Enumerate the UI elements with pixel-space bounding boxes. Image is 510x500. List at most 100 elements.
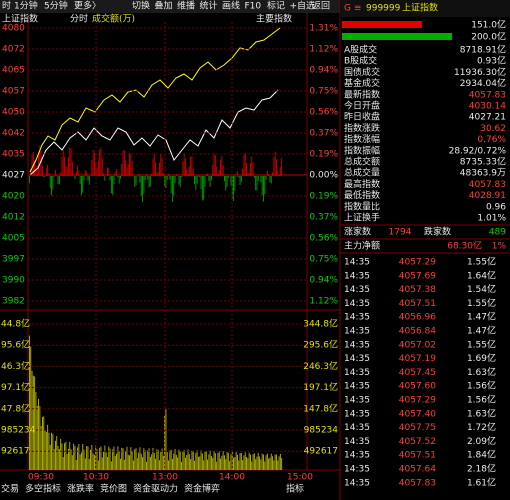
bottom-tab[interactable]: 资金驱动力 <box>133 483 178 495</box>
flow-bar <box>237 171 238 176</box>
price-label: 4065 <box>2 66 25 76</box>
flow-bar <box>107 167 108 176</box>
quote-value: 8718.91亿 <box>460 44 506 56</box>
index-line <box>29 27 281 173</box>
flow-bar <box>61 156 63 176</box>
volume-bar <box>75 459 77 470</box>
tick-price: 4057.52 <box>399 437 436 447</box>
chart-button[interactable]: 主要指数 <box>256 13 292 25</box>
flow-bar <box>252 162 254 176</box>
volume-bar <box>170 449 172 470</box>
bottom-tab[interactable]: 多空指标 <box>25 483 61 495</box>
flow-bar <box>256 176 258 191</box>
volume-label: 985234 <box>304 426 339 436</box>
volume-bar <box>131 450 133 470</box>
bottom-tab[interactable]: 竞价图 <box>100 483 127 495</box>
volume-bar <box>268 458 270 470</box>
volume-bar <box>123 459 125 470</box>
volume-bar <box>165 408 167 470</box>
volume-bar <box>221 455 223 470</box>
volume-bar <box>139 447 141 470</box>
toolbar-item[interactable]: 5分钟 <box>44 0 68 12</box>
volume-bar <box>116 453 117 470</box>
flow-bar <box>100 147 102 176</box>
quote-label: 基金成交 <box>344 77 380 89</box>
volume-bar <box>148 448 150 470</box>
flow-bar <box>74 176 76 180</box>
toolbar-item[interactable]: 1分钟 <box>14 0 38 12</box>
toolbar-item[interactable]: 更多〉 <box>74 0 101 12</box>
toolbar-button[interactable]: 维播 <box>177 0 195 12</box>
tick-price: 4057.29 <box>399 396 436 406</box>
flow-bar <box>82 176 84 193</box>
volume-bar <box>69 441 71 470</box>
volume-bar <box>96 449 98 470</box>
volume-label: 95.6亿 <box>1 339 30 351</box>
price-label: 4035 <box>2 150 25 160</box>
flow-bar <box>116 169 117 176</box>
flow-bar <box>36 165 38 176</box>
bottom-tab[interactable]: 指标 <box>286 483 304 495</box>
chart-mode[interactable]: 分时 <box>70 13 88 25</box>
toolbar-button[interactable]: F10 <box>245 2 262 12</box>
flow-bar <box>270 176 272 184</box>
bottom-tab[interactable]: 资金博弈 <box>184 483 220 495</box>
volume-bar <box>246 457 247 470</box>
volume-bar <box>174 448 176 470</box>
flow-bar <box>32 151 34 176</box>
toolbar-button[interactable]: 统计 <box>200 0 218 12</box>
volume-bar <box>259 456 260 470</box>
volume-bar <box>120 458 121 470</box>
flow-bar <box>192 168 194 176</box>
flow-bar <box>251 156 253 176</box>
flow-bar <box>224 176 225 182</box>
flow-bar <box>121 163 123 176</box>
flow-bar <box>39 145 41 176</box>
time-label: 14:00 <box>219 473 245 483</box>
quote-label: 指数涨跌 <box>344 122 380 134</box>
tick-time: 14:35 <box>344 340 370 350</box>
flow-bar <box>247 172 249 176</box>
volume-bar <box>134 449 136 470</box>
volume-label: 344.8亿 <box>303 318 338 330</box>
toolbar-item[interactable]: 时 <box>2 0 11 12</box>
volume-bar <box>235 451 237 470</box>
toolbar-button[interactable]: 切换 <box>132 0 150 12</box>
toolbar-button[interactable]: +自选 <box>290 0 316 12</box>
volume-bar <box>192 451 194 470</box>
flow-bar <box>279 166 281 176</box>
time-label: 10:30 <box>83 473 109 483</box>
volume-bars <box>29 335 283 470</box>
bottom-tab[interactable]: 交易 <box>1 483 19 495</box>
volume-label: 147.8亿 <box>303 402 338 414</box>
price-label: 4050 <box>2 108 25 118</box>
volume-label: 44.8亿 <box>1 318 30 330</box>
volume-bar <box>173 453 175 470</box>
flow-bar <box>134 176 136 187</box>
bottom-tab[interactable]: 涨跌率 <box>67 483 94 495</box>
volume-bar <box>276 454 277 470</box>
quote-label: 总成交量 <box>344 167 380 179</box>
volume-bar <box>97 460 99 470</box>
flow-bar <box>200 176 202 190</box>
flow-bar <box>220 159 221 176</box>
toolbar-button[interactable]: 返回 <box>312 0 330 12</box>
flow-bar <box>274 151 276 176</box>
toolbar-button[interactable]: 画线 <box>222 0 240 12</box>
toolbar-button[interactable]: 标记 <box>267 0 285 12</box>
volume-bar <box>61 443 63 470</box>
price-label: 4005 <box>2 234 25 244</box>
quote-label: 今日开盘 <box>344 100 380 112</box>
volume-bar <box>138 452 140 470</box>
percent-label: 0.00% <box>309 171 338 181</box>
volume-bar <box>257 452 259 470</box>
flow-bar <box>226 176 228 188</box>
volume-bar <box>100 446 102 470</box>
up-count: 1794 <box>389 228 412 238</box>
volume-bar <box>191 450 193 470</box>
volume-bar <box>243 455 245 470</box>
toolbar-button[interactable]: 叠加 <box>155 1 173 12</box>
volume-bar <box>225 459 227 470</box>
volume-bar <box>147 450 149 470</box>
flow-bar <box>52 176 54 190</box>
